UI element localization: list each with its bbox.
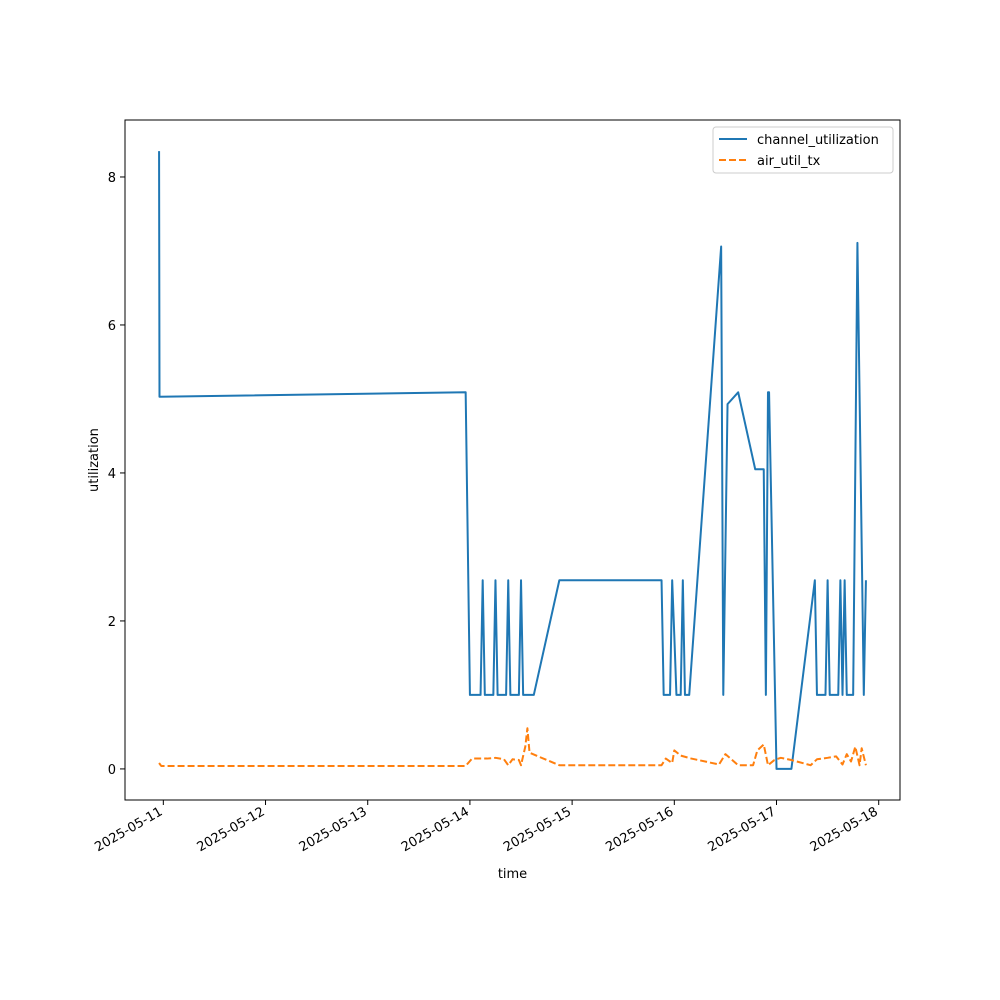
legend-label-channel-utilization: channel_utilization	[757, 133, 879, 148]
series-line-air-util-tx	[158, 727, 867, 767]
y-tick-label: 0	[108, 763, 116, 778]
legend-label-air-util-tx: air_util_tx	[757, 154, 821, 169]
legend: channel_utilization air_util_tx	[712, 126, 894, 174]
y-tick-label: 6	[108, 319, 116, 334]
y-axis-label: utilization	[87, 428, 102, 492]
y-tick-label: 4	[108, 467, 116, 482]
series-line-channel-utilization	[158, 151, 867, 770]
y-tick-label: 2	[108, 615, 116, 630]
x-axis-label: time	[498, 867, 527, 882]
series-group	[158, 151, 867, 770]
legend-box	[712, 126, 894, 174]
axes-frame	[124, 119, 901, 801]
y-tick-label: 8	[108, 171, 116, 186]
